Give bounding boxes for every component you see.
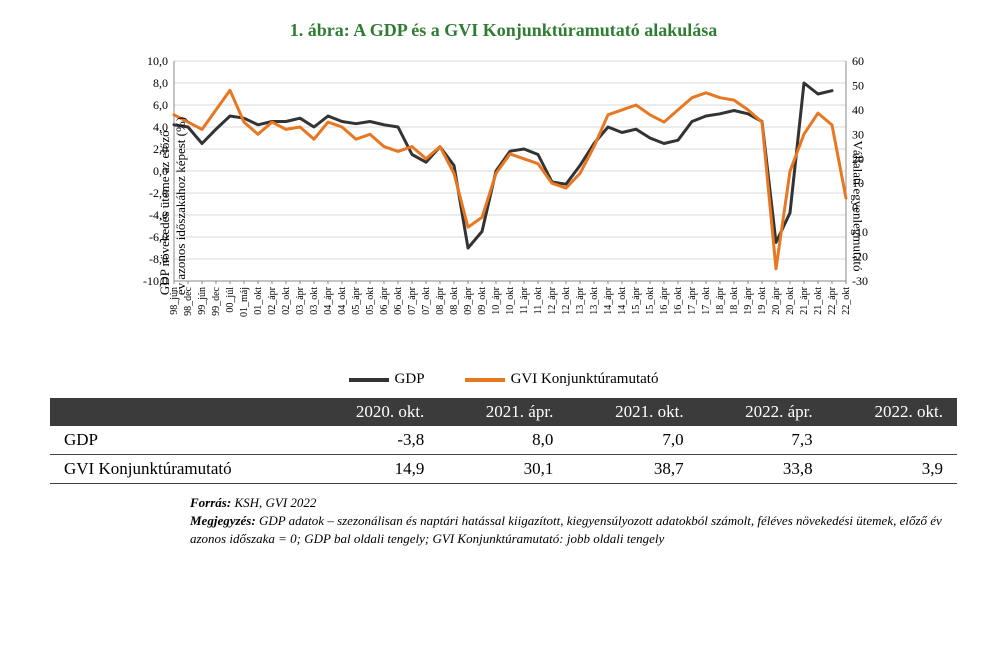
svg-text:12_okt: 12_okt	[561, 287, 572, 315]
svg-text:60: 60	[852, 54, 864, 68]
svg-text:30: 30	[852, 127, 864, 141]
table-header: 2020. okt.	[308, 398, 438, 426]
chart: GDP növekedés üteme az előzőév azonos id…	[104, 51, 904, 361]
note-label: Megjegyzés:	[190, 513, 256, 528]
svg-text:05_okt: 05_okt	[365, 287, 376, 315]
data-table: 2020. okt.2021. ápr.2021. okt.2022. ápr.…	[50, 398, 957, 484]
note-text: GDP adatok – szezonálisan és naptári hat…	[190, 513, 942, 546]
table-cell: 7,3	[698, 426, 827, 455]
table-header: 2021. ápr.	[438, 398, 567, 426]
right-axis-title: Vállalati egyenlegmutató	[850, 140, 866, 271]
svg-text:06_ápr: 06_ápr	[379, 286, 390, 314]
svg-text:09_okt: 09_okt	[477, 287, 488, 315]
svg-text:08_okt: 08_okt	[449, 287, 460, 315]
svg-text:06_okt: 06_okt	[393, 287, 404, 315]
svg-text:19_okt: 19_okt	[757, 287, 768, 315]
source-line: Forrás: KSH, GVI 2022	[190, 494, 957, 512]
svg-text:10,0: 10,0	[147, 54, 168, 68]
svg-text:02_okt: 02_okt	[281, 287, 292, 315]
chart-plot: -10,0-8,0-6,0-4,0-2,00,02,04,06,08,010,0…	[104, 51, 904, 361]
table-cell: 3,9	[827, 455, 957, 484]
table-header	[50, 398, 308, 426]
svg-text:-30: -30	[852, 274, 868, 288]
legend-swatch	[465, 378, 505, 382]
svg-text:21_ápr: 21_ápr	[799, 286, 810, 314]
table-cell: 38,7	[567, 455, 697, 484]
svg-text:07_ápr: 07_ápr	[407, 286, 418, 314]
svg-text:20_okt: 20_okt	[785, 287, 796, 315]
svg-text:18_ápr: 18_ápr	[715, 286, 726, 314]
row-label: GDP	[50, 426, 308, 455]
svg-text:03_okt: 03_okt	[309, 287, 320, 315]
svg-text:05_ápr: 05_ápr	[351, 286, 362, 314]
svg-text:14_okt: 14_okt	[617, 287, 628, 315]
svg-text:15_okt: 15_okt	[645, 287, 656, 315]
table-cell: 14,9	[308, 455, 438, 484]
row-label: GVI Konjunktúramutató	[50, 455, 308, 484]
svg-text:18_okt: 18_okt	[729, 287, 740, 315]
table-header: 2022. okt.	[827, 398, 957, 426]
note-line: Megjegyzés: GDP adatok – szezonálisan és…	[190, 512, 957, 548]
left-axis-title: GDP növekedés üteme az előzőév azonos id…	[157, 117, 189, 295]
svg-text:11_okt: 11_okt	[533, 287, 544, 315]
svg-text:50: 50	[852, 78, 864, 92]
svg-text:20_ápr: 20_ápr	[771, 286, 782, 314]
svg-text:08_ápr: 08_ápr	[435, 286, 446, 314]
svg-text:03_ápr: 03_ápr	[295, 286, 306, 314]
table-cell: -3,8	[308, 426, 438, 455]
table-cell: 8,0	[438, 426, 567, 455]
svg-text:13_ápr: 13_ápr	[575, 286, 586, 314]
table-row: GVI Konjunktúramutató14,930,138,733,83,9	[50, 455, 957, 484]
table-cell: 7,0	[567, 426, 697, 455]
legend-swatch	[349, 378, 389, 382]
table-cell	[827, 426, 957, 455]
svg-text:22_okt: 22_okt	[841, 287, 852, 315]
svg-text:6,0: 6,0	[153, 98, 168, 112]
legend-item: GVI Konjunktúramutató	[465, 371, 659, 388]
page: 1. ábra: A GDP és a GVI Konjunktúramutat…	[0, 0, 1007, 670]
svg-text:14_ápr: 14_ápr	[603, 286, 614, 314]
svg-text:13_okt: 13_okt	[589, 287, 600, 315]
table-row: GDP-3,88,07,07,3	[50, 426, 957, 455]
chart-title: 1. ábra: A GDP és a GVI Konjunktúramutat…	[50, 20, 957, 41]
legend-item: GDP	[349, 371, 425, 388]
svg-text:16_okt: 16_okt	[673, 287, 684, 315]
svg-text:16_ápr: 16_ápr	[659, 286, 670, 314]
svg-text:8,0: 8,0	[153, 76, 168, 90]
svg-text:04_okt: 04_okt	[337, 287, 348, 315]
svg-text:99_jún: 99_jún	[197, 287, 208, 315]
table-cell: 30,1	[438, 455, 567, 484]
legend-label: GVI Konjunktúramutató	[511, 371, 659, 387]
legend-label: GDP	[395, 371, 425, 387]
source-text: KSH, GVI 2022	[231, 495, 316, 510]
svg-text:00_júl: 00_júl	[225, 287, 236, 313]
svg-text:17_okt: 17_okt	[701, 287, 712, 315]
footnotes: Forrás: KSH, GVI 2022 Megjegyzés: GDP ad…	[50, 494, 957, 549]
svg-text:99_dec: 99_dec	[211, 286, 222, 315]
svg-text:21_okt: 21_okt	[813, 287, 824, 315]
svg-text:09_ápr: 09_ápr	[463, 286, 474, 314]
svg-text:15_ápr: 15_ápr	[631, 286, 642, 314]
svg-text:11_ápr: 11_ápr	[519, 286, 530, 314]
svg-text:07_okt: 07_okt	[421, 287, 432, 315]
svg-text:12_ápr: 12_ápr	[547, 286, 558, 314]
svg-text:04_ápr: 04_ápr	[323, 286, 334, 314]
svg-text:02_ápr: 02_ápr	[267, 286, 278, 314]
svg-text:01_máj: 01_máj	[239, 287, 250, 317]
source-label: Forrás:	[190, 495, 231, 510]
svg-text:17_ápr: 17_ápr	[687, 286, 698, 314]
svg-text:01_okt: 01_okt	[253, 287, 264, 315]
svg-text:10_ápr: 10_ápr	[491, 286, 502, 314]
legend: GDP GVI Konjunktúramutató	[50, 371, 957, 388]
table-header: 2021. okt.	[567, 398, 697, 426]
svg-text:19_ápr: 19_ápr	[743, 286, 754, 314]
svg-text:40: 40	[852, 103, 864, 117]
table-cell: 33,8	[698, 455, 827, 484]
svg-text:10_okt: 10_okt	[505, 287, 516, 315]
table-header: 2022. ápr.	[698, 398, 827, 426]
svg-text:22_ápr: 22_ápr	[827, 286, 838, 314]
